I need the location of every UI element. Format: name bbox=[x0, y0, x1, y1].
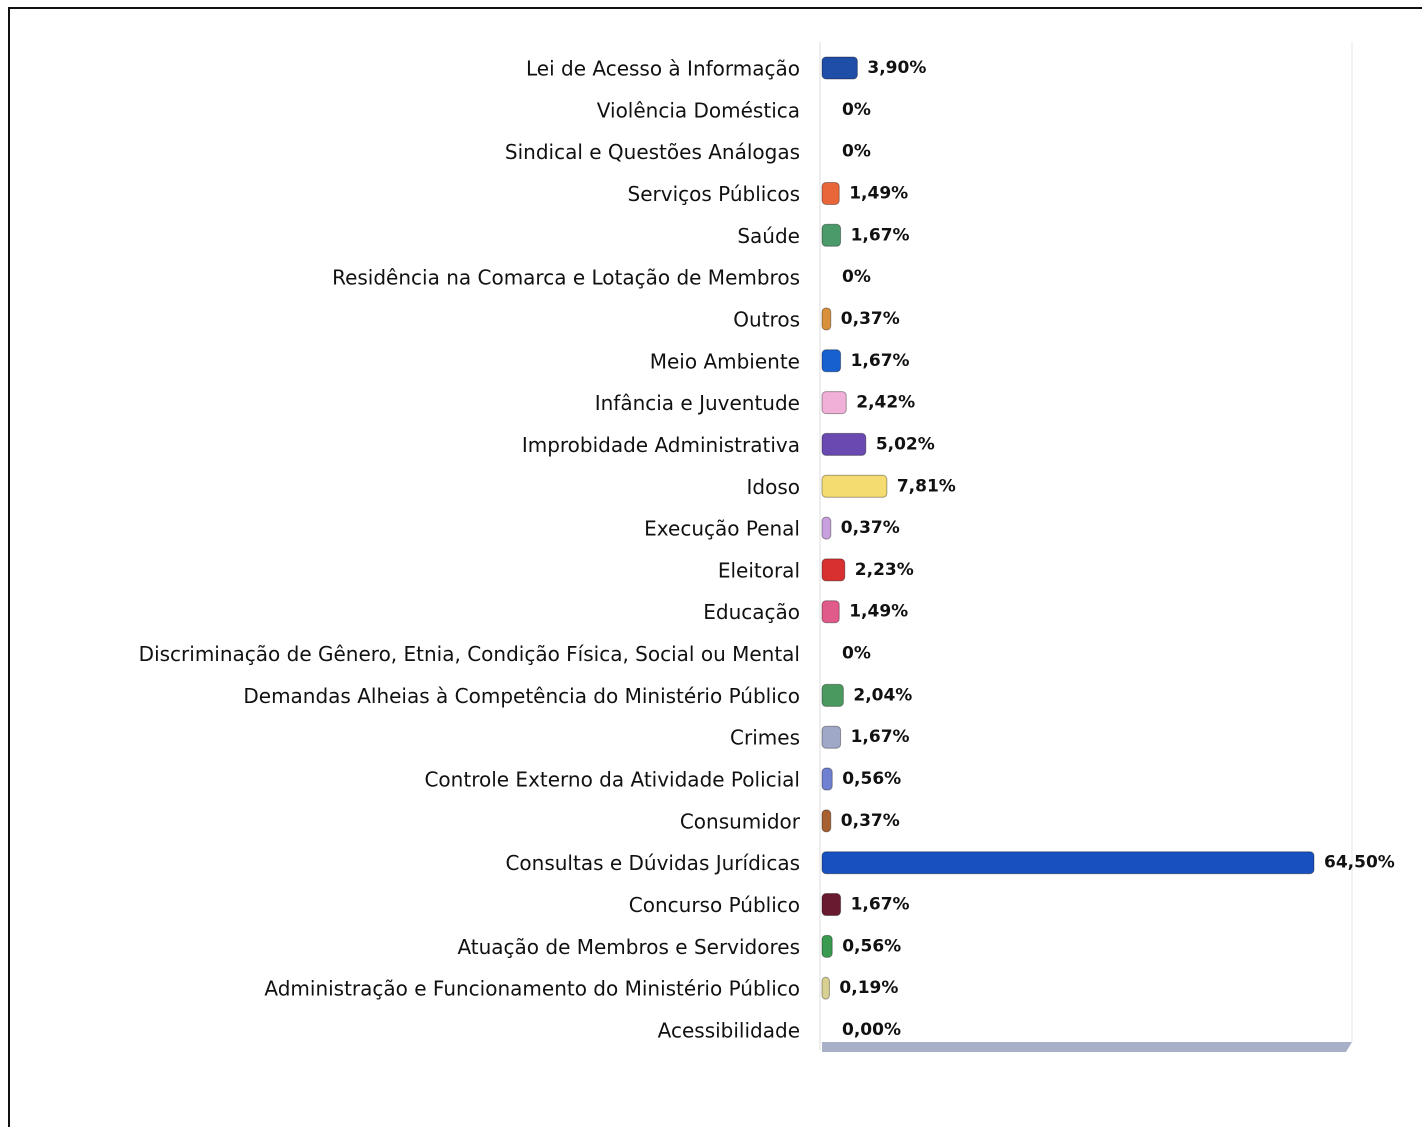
value-label: 1,67% bbox=[851, 727, 910, 747]
category-label: Atuação de Membros e Servidores bbox=[457, 935, 800, 959]
bar bbox=[821, 893, 842, 917]
value-label: 2,04% bbox=[853, 685, 912, 705]
value-label: 3,90% bbox=[867, 58, 926, 78]
plot-floor bbox=[822, 1042, 1352, 1052]
value-label: 2,42% bbox=[856, 393, 915, 413]
value-label: 7,81% bbox=[897, 476, 956, 496]
value-label: 1,67% bbox=[851, 225, 910, 245]
category-label: Educação bbox=[703, 600, 800, 624]
bar bbox=[821, 223, 842, 247]
value-label: 64,50% bbox=[1324, 853, 1395, 873]
value-label: 2,23% bbox=[855, 560, 914, 580]
category-label: Eleitoral bbox=[718, 558, 800, 582]
category-label: Execução Penal bbox=[644, 517, 800, 541]
value-label: 1,67% bbox=[851, 351, 910, 371]
page-frame bbox=[8, 7, 1422, 1131]
value-label: 0,00% bbox=[842, 1020, 901, 1040]
bar bbox=[821, 474, 888, 498]
category-label: Crimes bbox=[730, 726, 800, 750]
category-label: Discriminação de Gênero, Etnia, Condição… bbox=[139, 642, 800, 666]
value-label: 0,37% bbox=[841, 811, 900, 831]
bar bbox=[821, 725, 842, 749]
category-label: Sindical e Questões Análogas bbox=[505, 140, 800, 164]
category-label: Saúde bbox=[737, 224, 800, 248]
value-label: 1,67% bbox=[851, 895, 910, 915]
value-label: 5,02% bbox=[876, 434, 935, 454]
bar bbox=[821, 558, 846, 582]
bar bbox=[821, 767, 833, 791]
value-label: 0% bbox=[842, 267, 871, 287]
value-label: 0,19% bbox=[839, 978, 898, 998]
value-label: 0,56% bbox=[842, 769, 901, 789]
bar bbox=[821, 809, 832, 833]
category-label: Improbidade Administrativa bbox=[522, 433, 800, 457]
category-label: Concurso Público bbox=[629, 893, 800, 917]
bar bbox=[821, 56, 858, 80]
bar bbox=[821, 851, 1315, 875]
category-label: Infância e Juventude bbox=[595, 391, 800, 415]
bar bbox=[821, 349, 842, 373]
category-label: Residência na Comarca e Lotação de Membr… bbox=[332, 266, 800, 290]
value-label: 0,37% bbox=[841, 518, 900, 538]
value-label: 0% bbox=[842, 100, 871, 120]
bar bbox=[821, 934, 833, 958]
bar bbox=[821, 432, 867, 456]
category-label: Controle Externo da Atividade Policial bbox=[424, 768, 800, 792]
bar bbox=[821, 391, 847, 415]
category-label: Outros bbox=[733, 307, 800, 331]
category-label: Lei de Acesso à Informação bbox=[526, 57, 800, 81]
bar bbox=[821, 181, 840, 205]
category-label: Consultas e Dúvidas Jurídicas bbox=[505, 851, 800, 875]
category-label: Serviços Públicos bbox=[628, 182, 800, 206]
bar bbox=[821, 600, 840, 624]
category-label: Administração e Funcionamento do Ministé… bbox=[264, 977, 800, 1001]
category-label: Acessibilidade bbox=[658, 1019, 800, 1043]
value-label: 0,56% bbox=[842, 936, 901, 956]
category-label: Demandas Alheias à Competência do Minist… bbox=[243, 684, 800, 708]
category-label: Meio Ambiente bbox=[650, 349, 800, 373]
bar bbox=[821, 976, 830, 1000]
bar bbox=[821, 516, 832, 540]
category-label: Consumidor bbox=[680, 809, 801, 833]
value-label: 0% bbox=[842, 142, 871, 162]
value-label: 1,49% bbox=[849, 602, 908, 622]
category-label: Violência Doméstica bbox=[597, 98, 800, 122]
category-label: Idoso bbox=[747, 475, 801, 499]
value-label: 0,37% bbox=[841, 309, 900, 329]
value-label: 0% bbox=[842, 644, 871, 664]
bar bbox=[821, 307, 832, 331]
bar bbox=[821, 683, 844, 707]
value-label: 1,49% bbox=[849, 183, 908, 203]
